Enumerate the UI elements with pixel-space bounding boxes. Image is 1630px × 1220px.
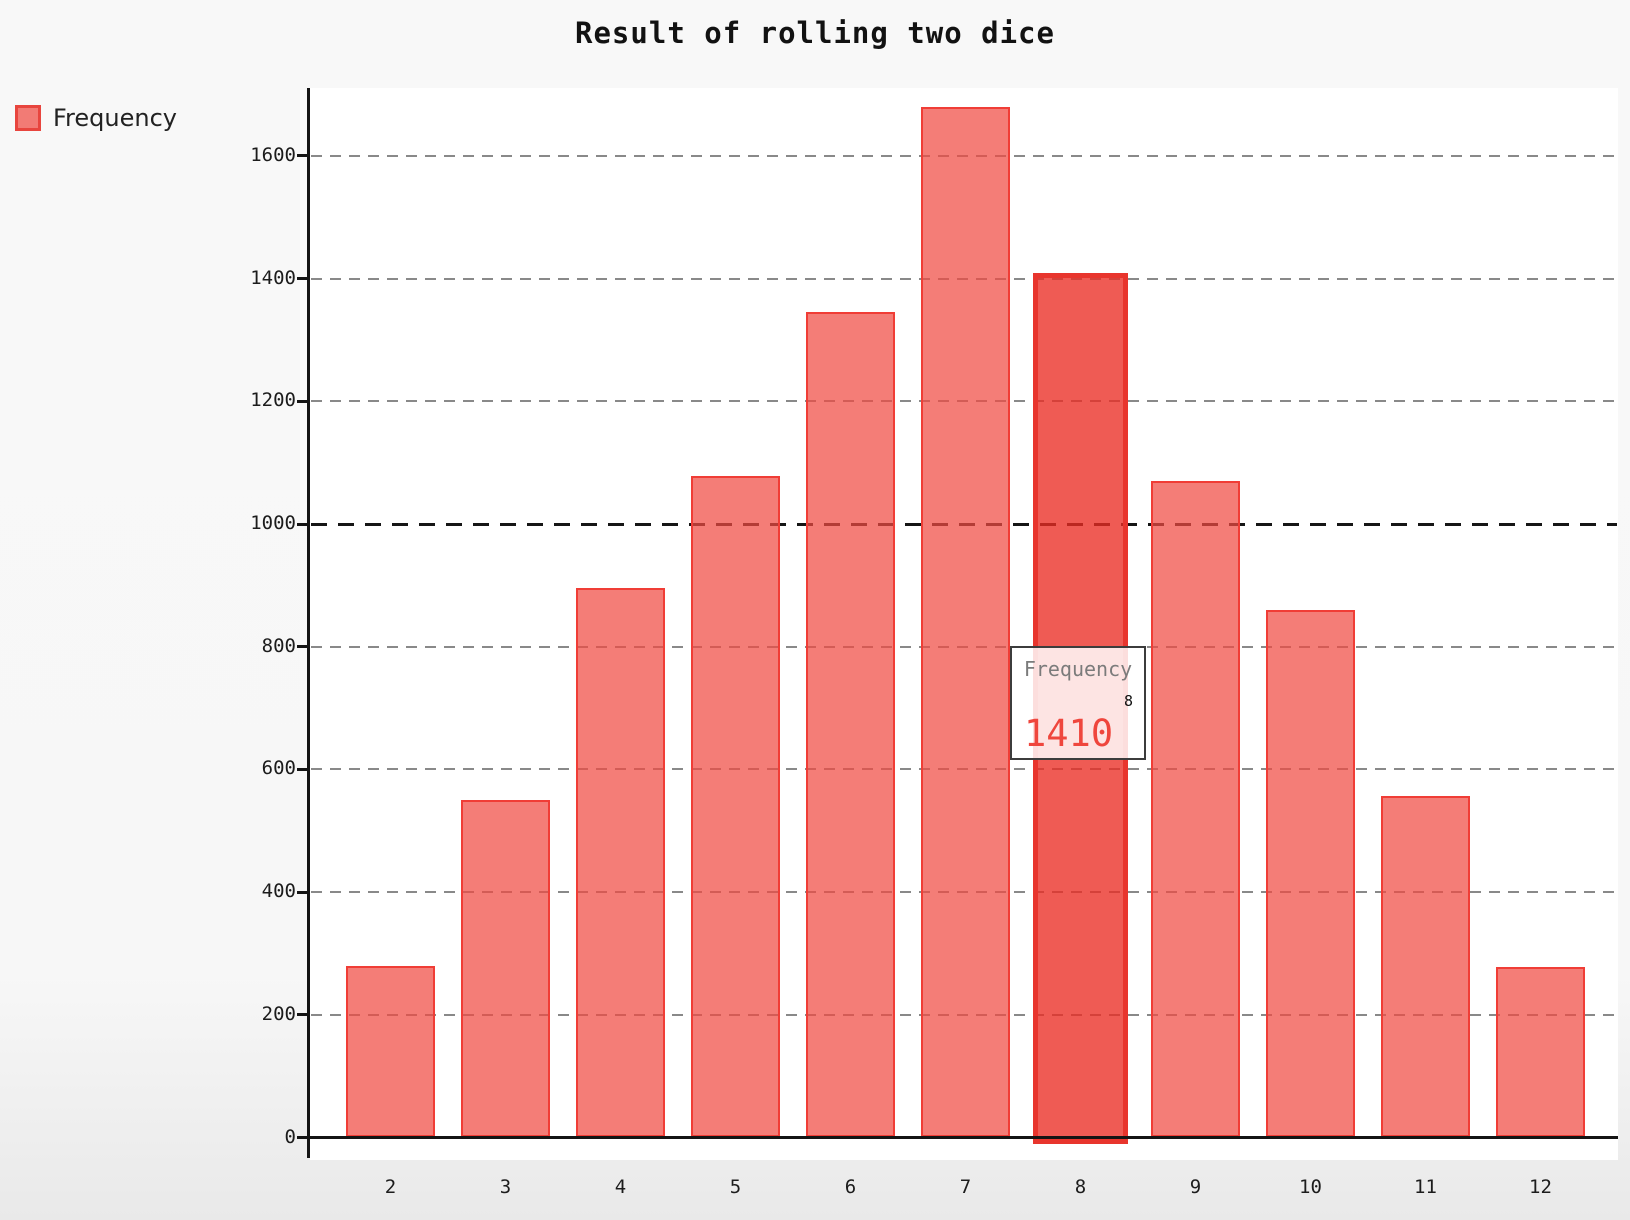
x-axis-label-4: 4: [614, 1176, 627, 1198]
y-axis-label-1000: 1000: [250, 512, 296, 535]
bar-2[interactable]: [346, 965, 435, 1138]
x-axis-label-3: 3: [499, 1176, 512, 1198]
y-axis-label-1400: 1400: [250, 266, 296, 289]
bar-12[interactable]: [1496, 966, 1585, 1138]
legend[interactable]: Frequency: [15, 104, 177, 132]
chart-title: Result of rolling two dice: [575, 16, 1055, 50]
y-tick-1600: [297, 154, 307, 158]
bar-3[interactable]: [461, 800, 550, 1138]
y-tick-200: [297, 1013, 307, 1017]
bar-10[interactable]: [1266, 609, 1355, 1138]
bar-9[interactable]: [1151, 481, 1240, 1138]
bar-4[interactable]: [576, 588, 665, 1138]
bar-7[interactable]: [921, 106, 1010, 1138]
y-axis-label-800: 800: [261, 634, 296, 657]
x-axis-line: [310, 1136, 1618, 1139]
x-axis-label-11: 11: [1414, 1176, 1437, 1198]
y-tick-1000: [297, 522, 307, 526]
y-axis-line: [307, 88, 310, 1158]
y-tick-1400: [297, 277, 307, 281]
x-axis-label-12: 12: [1529, 1176, 1552, 1198]
bar-5[interactable]: [691, 476, 780, 1138]
x-axis-label-5: 5: [729, 1176, 742, 1198]
bar-6[interactable]: [806, 312, 895, 1138]
tooltip-series-label: Frequency: [1023, 657, 1133, 681]
y-tick-400: [297, 890, 307, 894]
y-axis-label-1200: 1200: [250, 389, 296, 412]
y-tick-0: [297, 1136, 307, 1139]
x-axis-label-8: 8: [1074, 1176, 1087, 1198]
y-tick-1200: [297, 399, 307, 403]
bar-11[interactable]: [1381, 795, 1470, 1138]
tooltip-category: 8: [1123, 692, 1133, 710]
y-axis-label-200: 200: [261, 1002, 296, 1025]
legend-label: Frequency: [53, 104, 177, 132]
tooltip-value: 1410: [1024, 712, 1114, 755]
y-axis-label-400: 400: [261, 880, 296, 903]
x-axis-label-7: 7: [959, 1176, 972, 1198]
x-axis-label-10: 10: [1299, 1176, 1322, 1198]
x-axis-label-2: 2: [384, 1176, 397, 1198]
x-axis-label-9: 9: [1189, 1176, 1202, 1198]
y-axis-label-0: 0: [284, 1125, 296, 1148]
tooltip: Frequency 8 1410: [1010, 646, 1146, 760]
y-tick-800: [297, 645, 307, 649]
legend-swatch-icon: [15, 105, 41, 131]
y-axis-label-600: 600: [261, 757, 296, 780]
y-tick-600: [297, 767, 307, 771]
y-axis-label-1600: 1600: [250, 143, 296, 166]
x-axis-label-6: 6: [844, 1176, 857, 1198]
